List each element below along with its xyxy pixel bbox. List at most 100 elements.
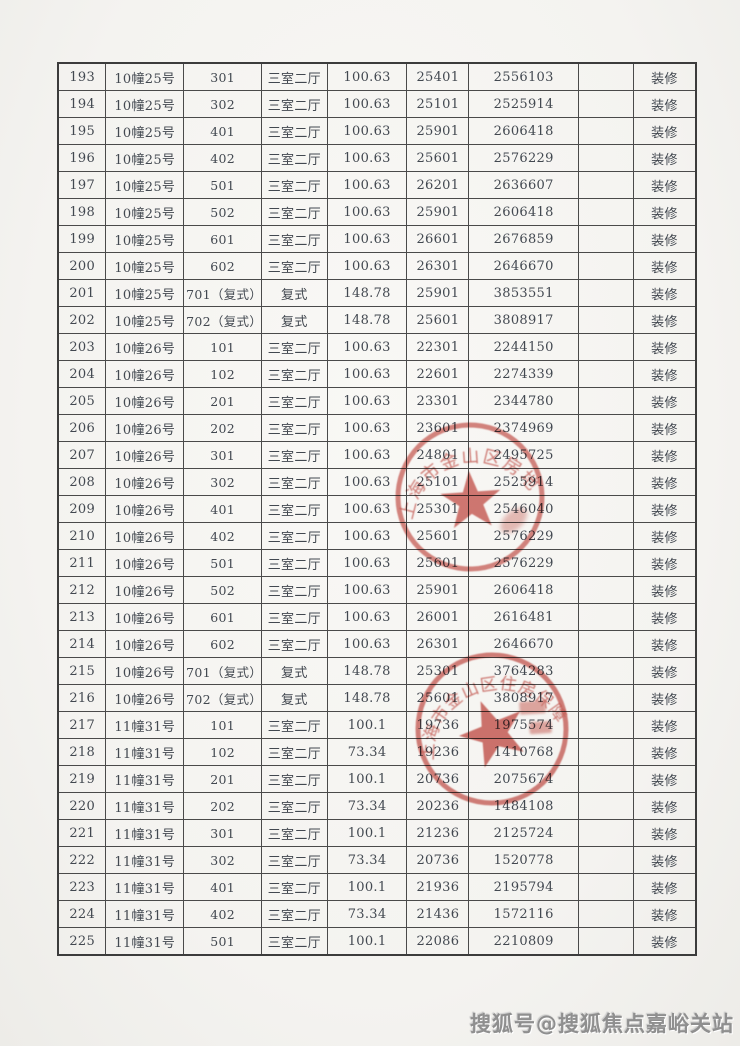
cell-unit-price: 26301 bbox=[406, 252, 470, 280]
cell-row-index: 205 bbox=[57, 387, 107, 415]
cell-total-price: 2274339 bbox=[468, 360, 580, 388]
cell-decoration-status: 装修 bbox=[632, 738, 697, 766]
cell-blank bbox=[578, 873, 634, 901]
cell-unit-layout: 三室二厅 bbox=[261, 144, 328, 172]
cell-decoration-status: 装修 bbox=[632, 117, 697, 145]
cell-building-number: 10幢26号 bbox=[105, 522, 185, 550]
cell-unit-price: 23301 bbox=[406, 387, 470, 415]
cell-unit-price: 19236 bbox=[406, 738, 470, 766]
cell-decoration-status: 装修 bbox=[632, 144, 697, 172]
table-row: 212 10幢26号 502 三室二厅 100.63 25901 2606418… bbox=[57, 576, 697, 604]
cell-unit-layout: 三室二厅 bbox=[261, 711, 328, 739]
cell-room-number: 701（复式） bbox=[183, 657, 262, 685]
cell-decoration-status: 装修 bbox=[632, 414, 697, 442]
cell-room-number: 101 bbox=[183, 711, 262, 739]
table-row: 195 10幢25号 401 三室二厅 100.63 25901 2606418… bbox=[57, 117, 697, 145]
cell-row-index: 222 bbox=[57, 846, 107, 874]
cell-total-price: 2606418 bbox=[468, 576, 580, 604]
cell-floor-area: 100.1 bbox=[326, 927, 408, 956]
cell-total-price: 2495725 bbox=[468, 441, 580, 469]
cell-floor-area: 100.63 bbox=[326, 576, 408, 604]
cell-unit-layout: 复式 bbox=[261, 279, 328, 307]
cell-floor-area: 148.78 bbox=[326, 684, 408, 712]
cell-decoration-status: 装修 bbox=[632, 684, 697, 712]
table-row: 202 10幢25号 702（复式） 复式 148.78 25601 38089… bbox=[57, 306, 697, 334]
cell-room-number: 202 bbox=[183, 792, 262, 820]
cell-unit-layout: 三室二厅 bbox=[261, 252, 328, 280]
cell-row-index: 201 bbox=[57, 279, 107, 307]
table-row: 225 11幢31号 501 三室二厅 100.1 22086 2210809 … bbox=[57, 927, 697, 956]
cell-row-index: 195 bbox=[57, 117, 107, 145]
cell-room-number: 502 bbox=[183, 198, 262, 226]
cell-blank bbox=[578, 62, 634, 91]
cell-room-number: 202 bbox=[183, 414, 262, 442]
cell-decoration-status: 装修 bbox=[632, 62, 697, 91]
cell-building-number: 10幢25号 bbox=[105, 198, 185, 226]
cell-total-price: 2125724 bbox=[468, 819, 580, 847]
cell-building-number: 10幢25号 bbox=[105, 117, 185, 145]
cell-unit-price: 25601 bbox=[406, 684, 470, 712]
table-row: 207 10幢26号 301 三室二厅 100.63 24801 2495725… bbox=[57, 441, 697, 469]
table-row: 208 10幢26号 302 三室二厅 100.63 25101 2525914… bbox=[57, 468, 697, 496]
cell-total-price: 2210809 bbox=[468, 927, 580, 956]
table-row: 205 10幢26号 201 三室二厅 100.63 23301 2344780… bbox=[57, 387, 697, 415]
table-row: 194 10幢25号 302 三室二厅 100.63 25101 2525914… bbox=[57, 90, 697, 118]
cell-row-index: 216 bbox=[57, 684, 107, 712]
cell-floor-area: 100.63 bbox=[326, 90, 408, 118]
cell-blank bbox=[578, 117, 634, 145]
cell-unit-layout: 三室二厅 bbox=[261, 387, 328, 415]
cell-building-number: 10幢25号 bbox=[105, 225, 185, 253]
cell-decoration-status: 装修 bbox=[632, 468, 697, 496]
cell-decoration-status: 装修 bbox=[632, 873, 697, 901]
cell-building-number: 11幢31号 bbox=[105, 765, 185, 793]
cell-decoration-status: 装修 bbox=[632, 306, 697, 334]
cell-building-number: 10幢26号 bbox=[105, 333, 185, 361]
cell-room-number: 302 bbox=[183, 468, 262, 496]
cell-room-number: 301 bbox=[183, 441, 262, 469]
cell-building-number: 10幢26号 bbox=[105, 657, 185, 685]
cell-building-number: 11幢31号 bbox=[105, 819, 185, 847]
cell-floor-area: 100.63 bbox=[326, 171, 408, 199]
cell-decoration-status: 装修 bbox=[632, 630, 697, 658]
cell-total-price: 2344780 bbox=[468, 387, 580, 415]
cell-row-index: 212 bbox=[57, 576, 107, 604]
cell-unit-price: 25901 bbox=[406, 576, 470, 604]
cell-total-price: 2195794 bbox=[468, 873, 580, 901]
cell-building-number: 10幢26号 bbox=[105, 603, 185, 631]
cell-unit-price: 22601 bbox=[406, 360, 470, 388]
cell-floor-area: 100.63 bbox=[326, 414, 408, 442]
cell-decoration-status: 装修 bbox=[632, 279, 697, 307]
cell-unit-price: 25901 bbox=[406, 117, 470, 145]
cell-decoration-status: 装修 bbox=[632, 171, 697, 199]
cell-unit-price: 20736 bbox=[406, 846, 470, 874]
cell-blank bbox=[578, 198, 634, 226]
cell-building-number: 11幢31号 bbox=[105, 738, 185, 766]
cell-blank bbox=[578, 360, 634, 388]
cell-decoration-status: 装修 bbox=[632, 603, 697, 631]
cell-unit-price: 22086 bbox=[406, 927, 470, 956]
cell-total-price: 1520778 bbox=[468, 846, 580, 874]
cell-blank bbox=[578, 333, 634, 361]
cell-floor-area: 100.1 bbox=[326, 765, 408, 793]
cell-room-number: 301 bbox=[183, 819, 262, 847]
cell-total-price: 1484108 bbox=[468, 792, 580, 820]
cell-building-number: 10幢25号 bbox=[105, 62, 185, 91]
cell-floor-area: 100.1 bbox=[326, 819, 408, 847]
table-row: 201 10幢25号 701（复式） 复式 148.78 25901 38535… bbox=[57, 279, 697, 307]
cell-decoration-status: 装修 bbox=[632, 846, 697, 874]
cell-row-index: 219 bbox=[57, 765, 107, 793]
cell-total-price: 2374969 bbox=[468, 414, 580, 442]
cell-floor-area: 100.63 bbox=[326, 549, 408, 577]
cell-blank bbox=[578, 684, 634, 712]
table-row: 220 11幢31号 202 三室二厅 73.34 20236 1484108 … bbox=[57, 792, 697, 820]
cell-room-number: 302 bbox=[183, 90, 262, 118]
cell-floor-area: 148.78 bbox=[326, 306, 408, 334]
cell-unit-layout: 复式 bbox=[261, 657, 328, 685]
table-row: 219 11幢31号 201 三室二厅 100.1 20736 2075674 … bbox=[57, 765, 697, 793]
cell-unit-layout: 三室二厅 bbox=[261, 441, 328, 469]
cell-blank bbox=[578, 819, 634, 847]
cell-decoration-status: 装修 bbox=[632, 765, 697, 793]
cell-floor-area: 100.63 bbox=[326, 252, 408, 280]
cell-total-price: 2525914 bbox=[468, 468, 580, 496]
cell-building-number: 11幢31号 bbox=[105, 900, 185, 928]
